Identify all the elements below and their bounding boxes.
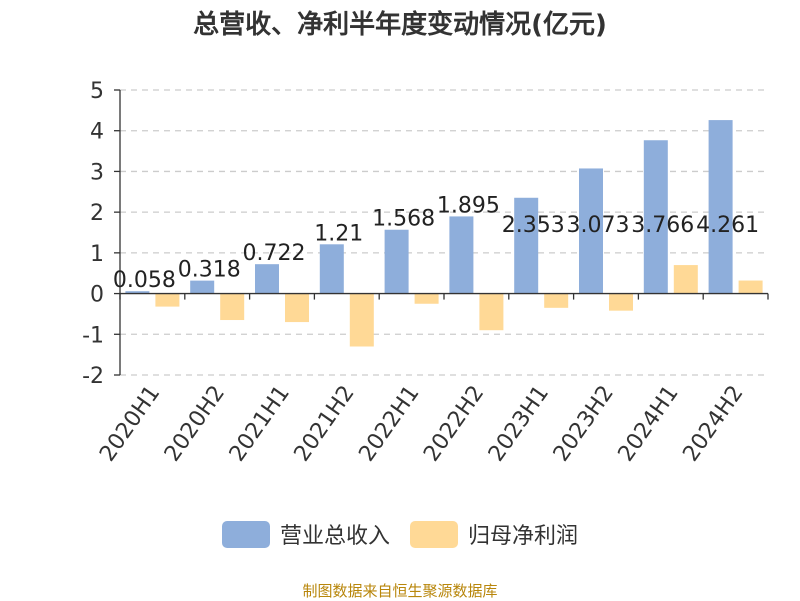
y-tick-label: -2 (82, 364, 104, 389)
x-tick-label: 2024H2 (678, 381, 748, 466)
legend-swatch-revenue (221, 520, 270, 548)
y-tick-label: 3 (90, 160, 104, 185)
bar-revenue (384, 229, 409, 294)
y-tick-label: 2 (90, 201, 104, 226)
legend-swatch-net-profit (410, 520, 458, 548)
bar-net-profit (738, 280, 763, 294)
data-label-revenue: 3.073 (567, 213, 630, 238)
bar-net-profit (414, 293, 439, 304)
bar-revenue (255, 264, 279, 294)
data-label-revenue: 0.722 (243, 241, 306, 266)
bar-net-profit (673, 265, 698, 294)
x-tick-label: 2024H1 (614, 381, 684, 466)
data-label-revenue: 1.568 (372, 207, 435, 232)
bar-net-profit (609, 293, 633, 311)
data-label-revenue: 3.766 (631, 213, 694, 238)
x-tick-label: 2020H2 (160, 381, 230, 466)
bar-revenue (708, 120, 733, 294)
data-label-revenue: 1.21 (314, 221, 363, 246)
y-tick-label: -1 (82, 323, 104, 348)
bar-revenue (643, 140, 668, 294)
x-tick-label: 2022H2 (419, 381, 489, 466)
legend-label-revenue: 营业总收入 (279, 524, 390, 549)
data-label-revenue: 1.895 (437, 193, 500, 218)
x-tick-label: 2020H1 (95, 381, 165, 466)
data-label-revenue: 4.261 (696, 213, 759, 238)
x-tick-label: 2023H1 (484, 381, 554, 466)
x-tick-label: 2022H1 (354, 381, 424, 466)
bar-revenue (579, 168, 603, 294)
chart-legend: 营业总收入 归母净利润 (0, 518, 800, 550)
bar-net-profit (544, 293, 569, 308)
bar-net-profit (479, 293, 504, 331)
legend-item-revenue[interactable]: 营业总收入 (221, 518, 390, 550)
bar-revenue (125, 291, 150, 294)
y-tick-label: 1 (90, 242, 104, 267)
y-tick-label: 5 (90, 79, 104, 104)
bar-revenue (514, 197, 539, 294)
legend-item-net-profit[interactable]: 归母净利润 (410, 518, 578, 550)
legend-label-net-profit: 归母净利润 (468, 524, 579, 549)
y-tick-label: 4 (90, 120, 104, 145)
data-label-revenue: 2.353 (502, 213, 565, 238)
bar-revenue (319, 244, 344, 294)
x-tick-label: 2023H2 (549, 381, 619, 466)
data-label-revenue: 0.318 (178, 258, 241, 283)
bar-revenue (449, 216, 474, 294)
bar-net-profit (349, 293, 374, 347)
chart-title: 总营收、净利半年度变动情况(亿元) (193, 10, 607, 40)
data-label-revenue: 0.058 (113, 268, 176, 293)
bar-revenue (190, 280, 215, 294)
bar-net-profit (285, 293, 309, 323)
bar-net-profit (155, 293, 180, 307)
data-source-note: 制图数据来自恒生聚源数据库 (302, 582, 498, 600)
y-tick-label: 0 (90, 283, 104, 308)
bar-net-profit (220, 293, 245, 321)
x-tick-label: 2021H2 (290, 381, 360, 466)
x-tick-label: 2021H1 (225, 381, 295, 466)
